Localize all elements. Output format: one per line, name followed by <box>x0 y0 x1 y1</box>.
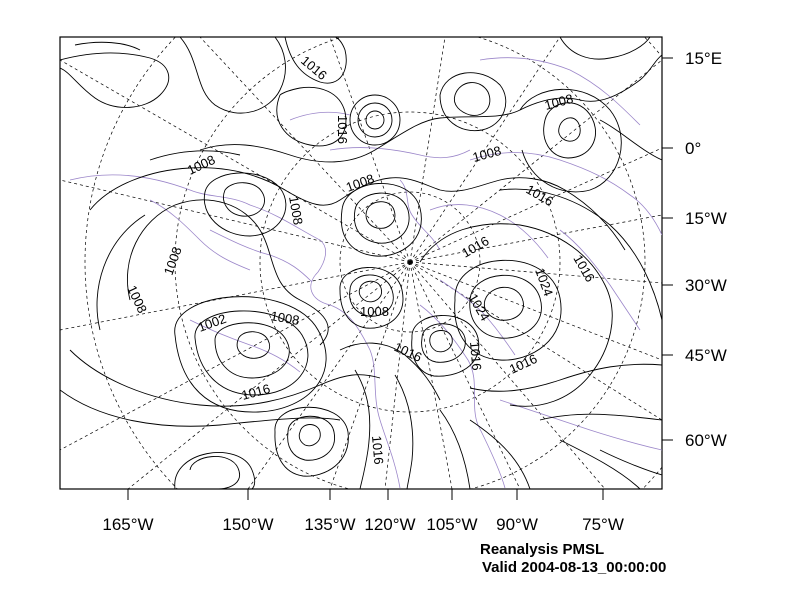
lat-label: 15°W <box>685 209 727 228</box>
contour-label: 1016 <box>507 351 540 377</box>
lon-label: 90°W <box>496 515 538 534</box>
contour-label: 1016 <box>467 341 484 371</box>
lon-label: 105°W <box>426 515 477 534</box>
lat-label: 60°W <box>685 431 727 450</box>
map-frame <box>59 36 663 490</box>
lat-label: 45°W <box>685 346 727 365</box>
lon-label: 150°W <box>222 515 273 534</box>
latitude-labels: 15°E 0° 15°W 30°W 45°W 60°W <box>685 49 727 450</box>
contour-label: 1016 <box>392 339 425 365</box>
contour-label: 1016 <box>335 115 350 144</box>
contour-label: 1008 <box>185 152 218 178</box>
bottom-ticks <box>127 489 604 500</box>
right-ticks <box>662 57 673 441</box>
contour-label: 1008 <box>360 304 389 319</box>
lat-label: 0° <box>685 139 701 158</box>
lat-label: 30°W <box>685 276 727 295</box>
contour-label: 1024 <box>532 266 556 298</box>
contour-label: 1008 <box>269 308 300 328</box>
contour-label: 1016 <box>298 53 330 83</box>
contour-label: 1008 <box>161 245 185 277</box>
longitude-labels: 165°W 150°W 135°W 120°W 105°W 90°W 75°W <box>102 515 623 534</box>
contour-label: 1016 <box>570 252 597 285</box>
isobars <box>60 37 662 489</box>
lon-label: 135°W <box>304 515 355 534</box>
lon-label: 75°W <box>582 515 624 534</box>
graticule <box>60 37 662 489</box>
contour-label: 1008 <box>124 283 150 316</box>
caption-valid-time: Valid 2004-08-13_00:00:00 <box>482 559 667 576</box>
contour-labels: 1016 1016 1008 1008 1008 1008 1008 1016 … <box>124 53 598 465</box>
contour-label: 1008 <box>471 143 503 165</box>
contour-label: 1008 <box>543 91 575 113</box>
contour-label: 1008 <box>286 195 306 226</box>
caption-title: Reanalysis PMSL <box>480 541 605 558</box>
contour-label: 1002 <box>196 311 228 335</box>
lat-label: 15°E <box>685 49 722 68</box>
contour-label: 1008 <box>344 171 376 195</box>
contour-label: 1016 <box>240 381 272 403</box>
lon-label: 165°W <box>102 515 153 534</box>
lon-label: 120°W <box>364 515 415 534</box>
contour-label: 1016 <box>369 435 386 465</box>
contour-label: 1016 <box>459 233 492 260</box>
